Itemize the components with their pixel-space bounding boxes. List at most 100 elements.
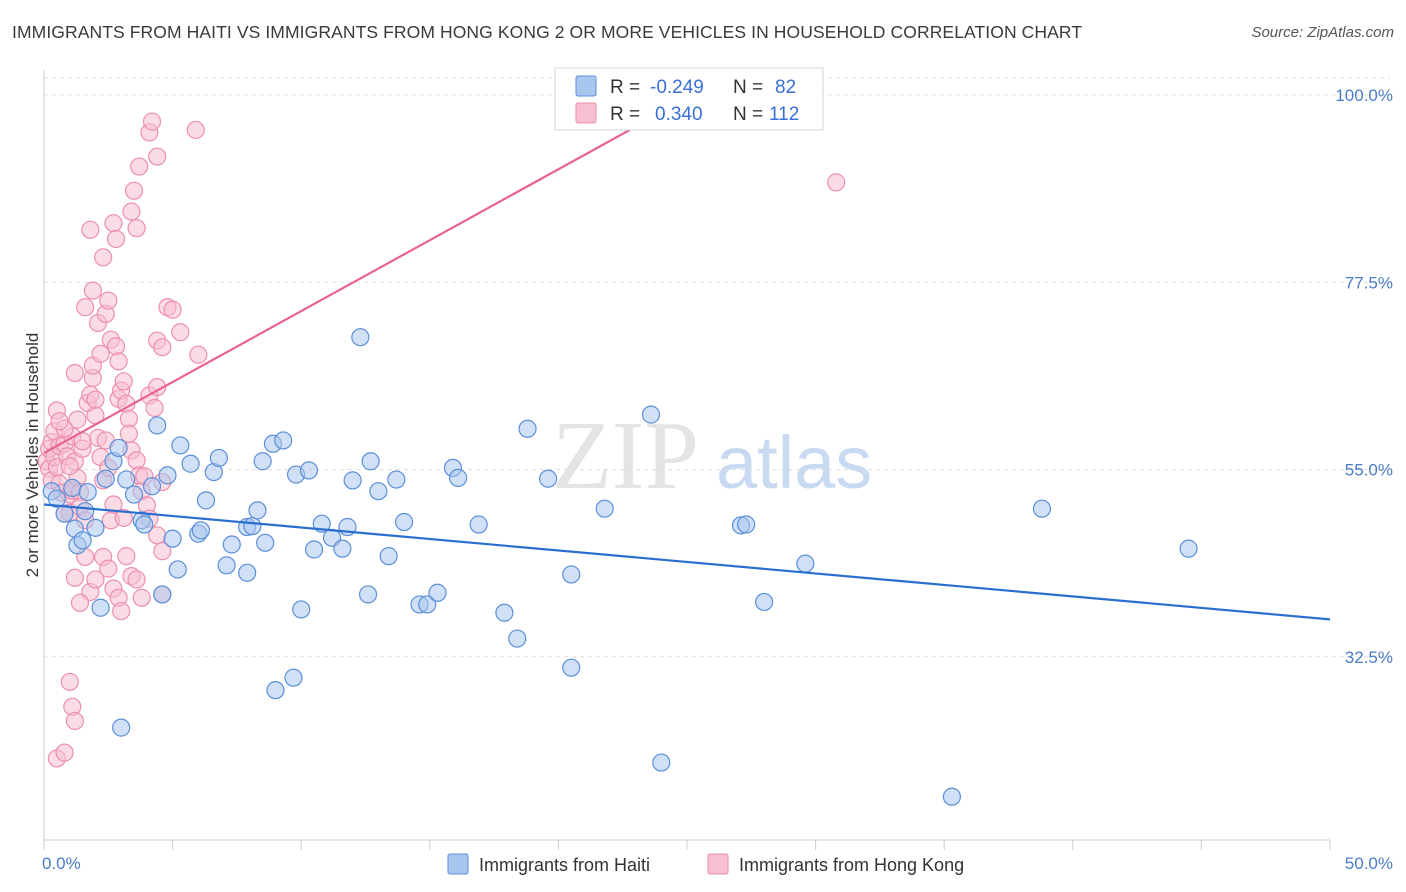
haiti-point bbox=[796, 554, 815, 573]
haiti-point bbox=[387, 470, 406, 489]
haiti-point bbox=[358, 585, 378, 604]
haiti-point bbox=[73, 531, 92, 550]
hong-kong-point bbox=[65, 711, 84, 731]
haiti-point bbox=[284, 668, 303, 687]
haiti-point bbox=[217, 556, 236, 575]
haiti-point bbox=[117, 470, 136, 489]
hong-kong-point bbox=[114, 508, 133, 527]
x-tick-marks bbox=[43, 840, 1331, 850]
haiti-point bbox=[181, 454, 200, 473]
hong-kong-point bbox=[122, 202, 141, 221]
haiti-point bbox=[394, 512, 414, 532]
hong-kong-point bbox=[94, 248, 113, 267]
y-tick-label: 55.0% bbox=[1345, 461, 1393, 480]
hong-kong-point bbox=[104, 214, 123, 233]
hong-kong-point bbox=[127, 451, 146, 470]
legend-r-label-haiti: R = bbox=[610, 77, 640, 98]
hong-kong-point bbox=[148, 378, 167, 397]
haiti-point bbox=[63, 478, 82, 497]
y-axis-label: 2 or more Vehicles in Household bbox=[23, 333, 42, 578]
hong-kong-point bbox=[50, 412, 69, 431]
hong-kong-point bbox=[83, 281, 102, 300]
hong-kong-point bbox=[60, 672, 79, 691]
correlation-legend: R = -0.249 N = 82 R = 0.340 N = 112 bbox=[554, 67, 824, 131]
hong-kong-point bbox=[65, 363, 84, 383]
haiti-point bbox=[304, 540, 324, 559]
haiti-point bbox=[562, 565, 581, 584]
hong-kong-point bbox=[76, 298, 95, 317]
hong-kong-point bbox=[104, 495, 123, 514]
bottom-legend-label-haiti: Immigrants from Haiti bbox=[479, 855, 650, 875]
haiti-point bbox=[253, 452, 272, 471]
haiti-point bbox=[508, 629, 527, 648]
haiti-point bbox=[148, 416, 167, 435]
haiti-point bbox=[163, 529, 182, 548]
chart-title: IMMIGRANTS FROM HAITI VS IMMIGRANTS FROM… bbox=[12, 22, 1083, 42]
hong-kong-point bbox=[68, 410, 87, 429]
haiti-point bbox=[343, 471, 362, 490]
hong-kong-point bbox=[127, 570, 146, 589]
hong-kong-point bbox=[132, 588, 151, 607]
haiti-point bbox=[418, 595, 437, 614]
hong-kong-point bbox=[153, 338, 172, 357]
haiti-point bbox=[428, 583, 447, 602]
haiti-point bbox=[112, 718, 131, 737]
hong-kong-point bbox=[112, 601, 131, 621]
haiti-point bbox=[238, 563, 257, 582]
haiti-point bbox=[333, 539, 352, 558]
y-tick-labels: 32.5% 55.0% 77.5% 100.0% bbox=[1335, 86, 1393, 667]
haiti-point bbox=[942, 787, 962, 806]
haiti-point bbox=[369, 482, 388, 501]
haiti-point bbox=[641, 405, 661, 424]
hong-kong-point bbox=[171, 323, 190, 342]
series-haiti bbox=[42, 328, 1198, 806]
haiti-point bbox=[47, 489, 66, 508]
haiti-point bbox=[153, 585, 172, 604]
watermark-zip: ZIP bbox=[552, 402, 699, 510]
hong-kong-point bbox=[109, 352, 128, 371]
hong-kong-point bbox=[124, 181, 144, 200]
haiti-point bbox=[755, 592, 774, 612]
hong-kong-point bbox=[827, 173, 846, 192]
haiti-point bbox=[86, 518, 105, 537]
haiti-point bbox=[539, 469, 558, 488]
legend-n-label-hong-kong: N = bbox=[733, 104, 763, 125]
haiti-point bbox=[55, 504, 74, 523]
haiti-point bbox=[292, 600, 311, 619]
haiti-point bbox=[469, 515, 488, 534]
legend-swatch-hong-kong bbox=[575, 102, 597, 124]
legend-n-value-hong-kong: 112 bbox=[769, 104, 799, 125]
haiti-point bbox=[274, 431, 293, 450]
haiti-point bbox=[76, 502, 95, 521]
haiti-point bbox=[222, 535, 241, 554]
hong-kong-point bbox=[148, 147, 167, 166]
haiti-point bbox=[351, 328, 370, 347]
hong-kong-point bbox=[99, 559, 118, 578]
legend-n-value-haiti: 82 bbox=[775, 77, 796, 98]
haiti-point bbox=[209, 448, 228, 468]
haiti-point bbox=[191, 521, 210, 540]
hong-kong-point bbox=[127, 219, 146, 238]
hong-kong-point bbox=[186, 120, 205, 140]
legend-r-value-hong-kong: 0.340 bbox=[655, 104, 703, 125]
hong-kong-point bbox=[145, 398, 164, 418]
hong-kong-point bbox=[163, 300, 182, 319]
bottom-legend-swatch-hong-kong bbox=[707, 853, 729, 875]
hong-kong-point bbox=[142, 112, 162, 131]
haiti-point bbox=[299, 461, 319, 480]
legend-r-value-haiti: -0.249 bbox=[650, 77, 704, 98]
hong-kong-point bbox=[81, 220, 100, 239]
haiti-point bbox=[248, 501, 267, 520]
haiti-point bbox=[1179, 539, 1198, 558]
haiti-point bbox=[256, 533, 275, 552]
hong-kong-point bbox=[106, 229, 126, 249]
hong-kong-point bbox=[119, 424, 138, 443]
hong-kong-point bbox=[130, 157, 149, 176]
hong-kong-point bbox=[117, 547, 136, 566]
series-hong-kong bbox=[37, 112, 846, 768]
hong-kong-point bbox=[189, 345, 208, 364]
source-credit: Source: ZipAtlas.com bbox=[1251, 24, 1394, 41]
bottom-legend-label-hong-kong: Immigrants from Hong Kong bbox=[739, 855, 964, 875]
haiti-point bbox=[91, 598, 110, 617]
hong-kong-point bbox=[153, 542, 172, 561]
